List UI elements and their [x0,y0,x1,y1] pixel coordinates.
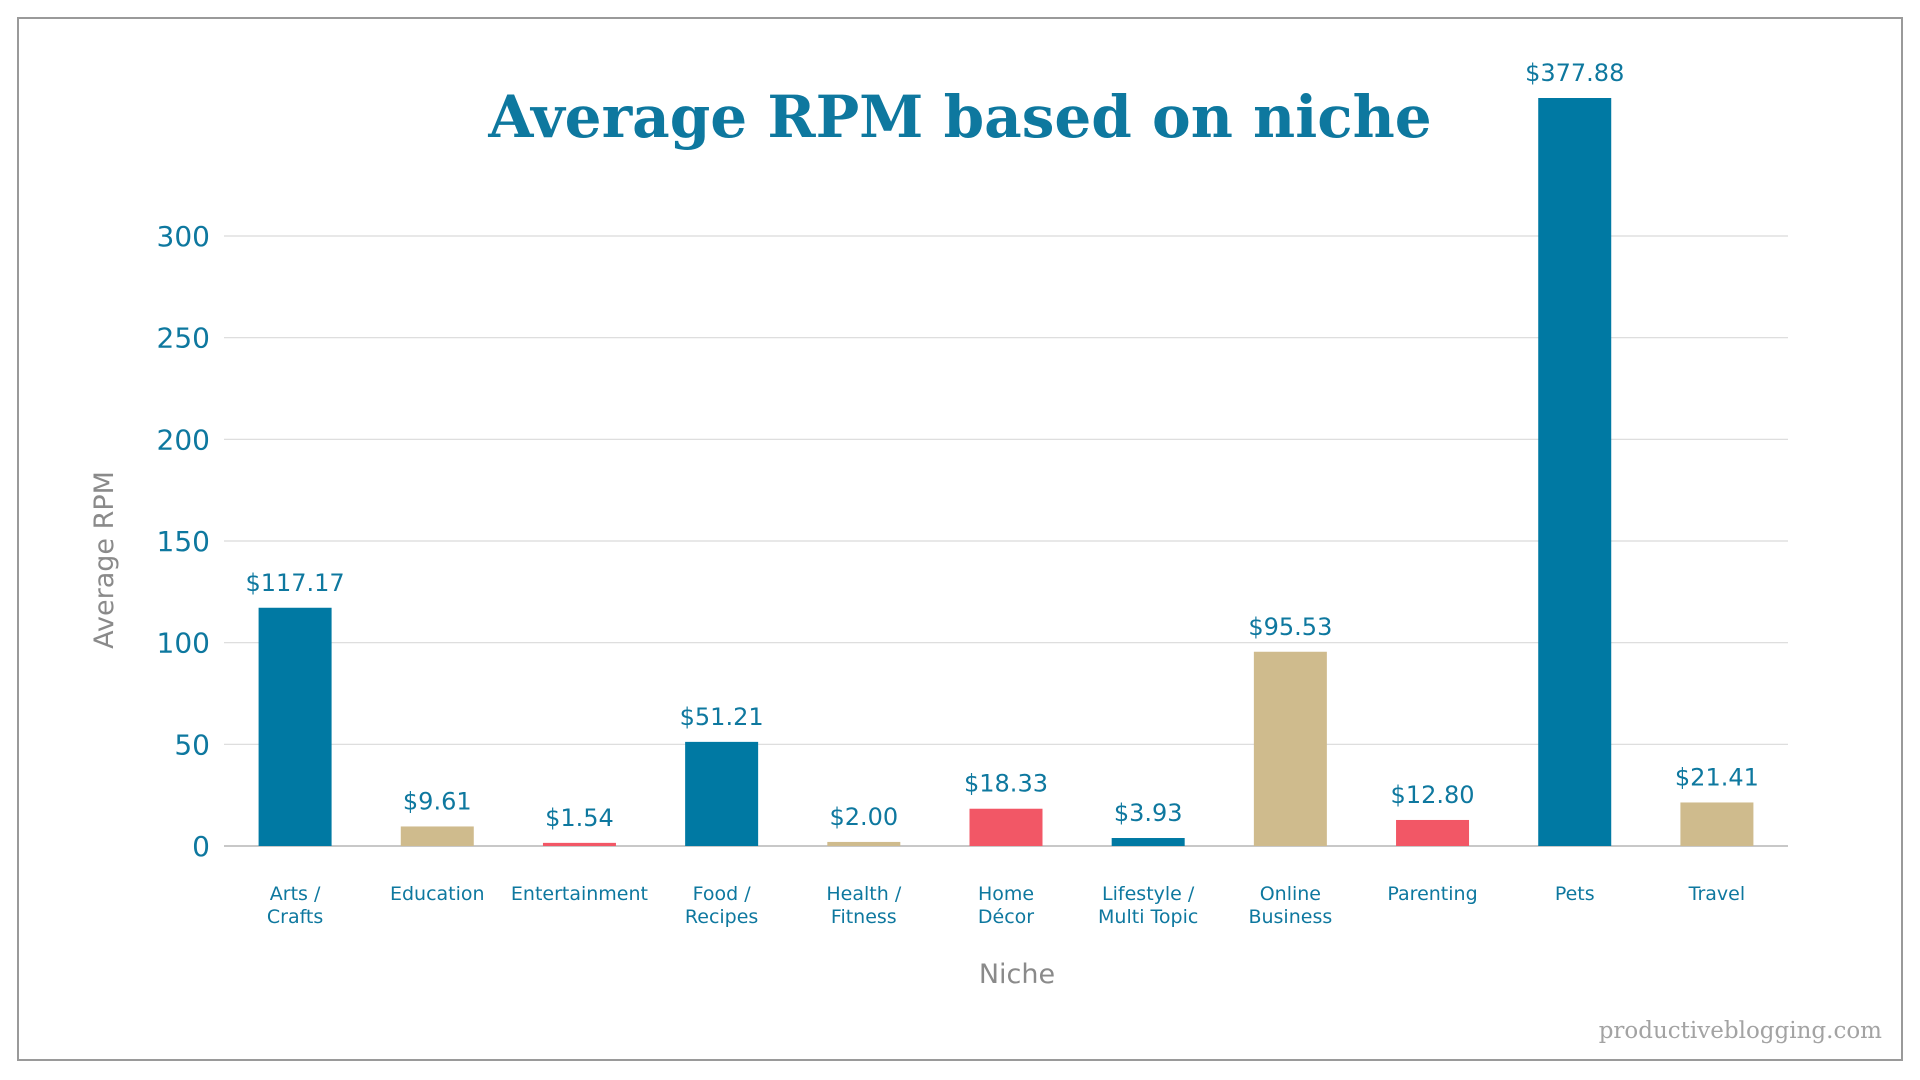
category-label-line: Home [978,883,1034,905]
category-label: Pets [1555,883,1595,905]
x-axis-title: Niche [979,959,1055,990]
category-label-line: Décor [978,906,1034,928]
category-label: Home Décor [978,883,1034,928]
x-axis-categories: Arts / Crafts Education Entertainment Food /… [267,883,1745,928]
value-label: $3.93 [1114,799,1183,827]
y-tick-label: 200 [157,423,210,456]
category-label-line: Fitness [831,906,897,928]
bars [258,98,1754,846]
category-label-line: Online [1260,883,1321,905]
value-label: $117.17 [245,569,344,597]
category-label-line: Entertainment [511,883,648,905]
category-label: Parenting [1387,883,1477,905]
y-axis-title: Average RPM [89,471,120,649]
category-label: Food / Recipes [685,883,758,928]
bar [258,607,332,846]
category-label: Entertainment [511,883,648,905]
category-label: Online Business [1248,883,1332,928]
bar [969,808,1043,846]
bar [1396,819,1470,846]
value-label: $18.33 [964,770,1048,798]
value-label: $12.80 [1391,781,1475,809]
bar [1538,98,1612,846]
category-label-line: Parenting [1387,883,1477,905]
category-label-line: Business [1248,906,1332,928]
bar [1111,838,1185,846]
value-label: $51.21 [680,703,764,731]
category-label-line: Crafts [267,906,323,928]
bar [827,841,901,846]
bar [685,741,759,846]
category-label-line: Arts / [270,883,321,905]
bar [400,826,474,846]
value-label: $9.61 [403,787,472,815]
category-label: Lifestyle / Multi Topic [1098,883,1198,928]
gridlines [224,235,1788,847]
value-label: $2.00 [829,803,898,831]
category-label-line: Health / [826,883,901,905]
value-labels: $117.17 $9.61 $1.54 $51.21 $2.00 $18.33 $3.93 $… [245,59,1758,832]
category-label: Health / Fitness [826,883,901,928]
category-label-line: Education [390,883,485,905]
bar [542,842,616,846]
category-label-line: Multi Topic [1098,906,1198,928]
y-tick-label: 300 [157,220,210,253]
y-tick-label: 50 [174,728,210,761]
watermark: productiveblogging.com [1599,1018,1882,1044]
category-label: Education [390,883,485,905]
category-label: Arts / Crafts [267,883,323,928]
y-axis-ticks: 0 50 100 150 200 250 300 [157,220,210,863]
chart-title: Average RPM based on niche [487,83,1431,151]
y-tick-label: 150 [157,525,210,558]
category-label: Travel [1688,883,1745,905]
y-tick-label: 0 [192,830,210,863]
bar [1680,802,1754,846]
y-tick-label: 100 [157,627,210,660]
value-label: $95.53 [1248,613,1332,641]
category-label-line: Travel [1688,883,1745,905]
value-label: $21.41 [1675,763,1759,791]
bar [1253,651,1327,846]
category-label-line: Recipes [685,906,758,928]
value-label: $377.88 [1525,59,1624,87]
category-label-line: Pets [1555,883,1595,905]
category-label-line: Lifestyle / [1102,883,1195,905]
category-label-line: Food / [693,883,752,905]
value-label: $1.54 [545,804,614,832]
y-tick-label: 250 [157,322,210,355]
